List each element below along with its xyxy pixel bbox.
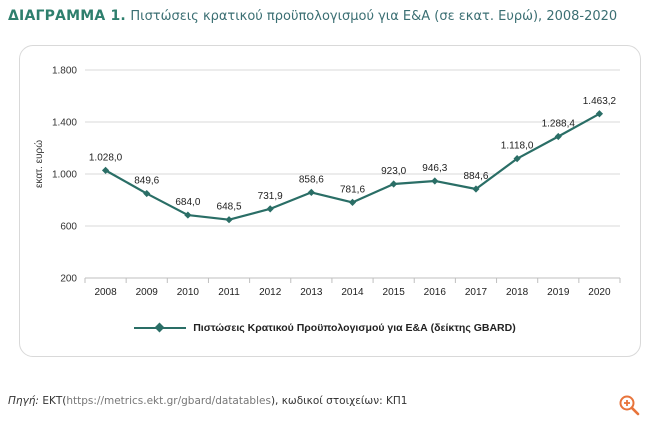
x-tick-label: 2015 bbox=[383, 287, 406, 298]
data-label: 684,0 bbox=[175, 197, 200, 208]
figure-label: ΔΙΑΓΡΑΜΜΑ 1. bbox=[8, 8, 126, 24]
data-label: 946,3 bbox=[422, 163, 447, 174]
zoom-in-icon[interactable] bbox=[618, 394, 640, 416]
data-label: 781,6 bbox=[340, 184, 365, 195]
chart-frame: 200 600 1.000 1.400 1.800 εκατ. ευρώ 2008 2009 2… bbox=[19, 45, 641, 357]
data-label: 858,6 bbox=[299, 174, 324, 185]
data-point bbox=[472, 185, 480, 193]
x-tick-label: 2009 bbox=[136, 287, 159, 298]
source-org: ΕΚΤ( bbox=[42, 395, 67, 407]
x-tick-label: 2011 bbox=[218, 287, 240, 298]
data-point bbox=[513, 155, 521, 163]
legend-label: Πιστώσεις Κρατικού Προϋπολογισμού για Ε&… bbox=[193, 322, 516, 334]
y-tick-label: 1.000 bbox=[52, 170, 77, 181]
chart-legend: Πιστώσεις Κρατικού Προϋπολογισμού για Ε&… bbox=[0, 322, 650, 334]
x-tick-label: 2017 bbox=[465, 287, 488, 298]
legend-swatch bbox=[134, 322, 187, 333]
y-tick-label: 1.800 bbox=[52, 66, 77, 77]
data-point bbox=[348, 198, 357, 206]
data-point bbox=[143, 189, 151, 198]
x-tick-label: 2019 bbox=[547, 287, 570, 298]
source-label: Πηγή: bbox=[8, 395, 39, 407]
x-tick-label: 2008 bbox=[94, 287, 117, 298]
source-url[interactable]: https://metrics.ekt.gr/gbard/datatables bbox=[66, 395, 271, 407]
data-label: 923,0 bbox=[381, 166, 406, 177]
data-label: 1.463,2 bbox=[583, 96, 617, 107]
y-axis-label: εκατ. ευρώ bbox=[33, 140, 45, 188]
data-label: 1.028,0 bbox=[89, 152, 123, 163]
figure-title: ΔΙΑΓΡΑΜΜΑ 1. Πιστώσεις κρατικού προϋπολο… bbox=[8, 8, 617, 24]
x-tick-label: 2014 bbox=[341, 287, 364, 298]
y-tick-label: 600 bbox=[60, 222, 77, 233]
data-point bbox=[225, 216, 233, 224]
line-chart: 200 600 1.000 1.400 1.800 εκατ. ευρώ 2008 2009 2… bbox=[33, 66, 621, 298]
figure-title-text: Πιστώσεις κρατικού προϋπολογισμού για Ε&… bbox=[130, 9, 618, 24]
data-label: 648,5 bbox=[217, 202, 242, 213]
y-tick-label: 200 bbox=[60, 274, 77, 285]
x-tick-label: 2010 bbox=[177, 287, 200, 298]
data-label: 1.118,0 bbox=[501, 141, 534, 152]
data-label: 731,9 bbox=[258, 191, 283, 202]
x-tick-label: 2012 bbox=[259, 287, 282, 298]
x-tick-label: 2020 bbox=[588, 287, 611, 298]
data-point bbox=[307, 188, 315, 196]
x-tick-label: 2016 bbox=[424, 287, 447, 298]
data-point bbox=[595, 110, 604, 118]
data-point bbox=[184, 211, 192, 219]
x-tick-label: 2013 bbox=[300, 287, 323, 298]
source-rest: ), κωδικοί στοιχείων: ΚΠ1 bbox=[270, 395, 408, 407]
x-tick-label: 2018 bbox=[506, 287, 529, 298]
data-point bbox=[390, 180, 398, 188]
data-point bbox=[431, 177, 439, 185]
data-label: 849,6 bbox=[134, 176, 159, 187]
data-point bbox=[266, 205, 274, 213]
data-label: 884,6 bbox=[463, 171, 488, 182]
y-tick-label: 1.400 bbox=[52, 118, 77, 129]
data-label: 1.288,4 bbox=[542, 119, 576, 130]
source-note: Πηγή: ΕΚΤ(https://metrics.ekt.gr/gbard/d… bbox=[8, 395, 407, 407]
data-point bbox=[554, 132, 562, 141]
